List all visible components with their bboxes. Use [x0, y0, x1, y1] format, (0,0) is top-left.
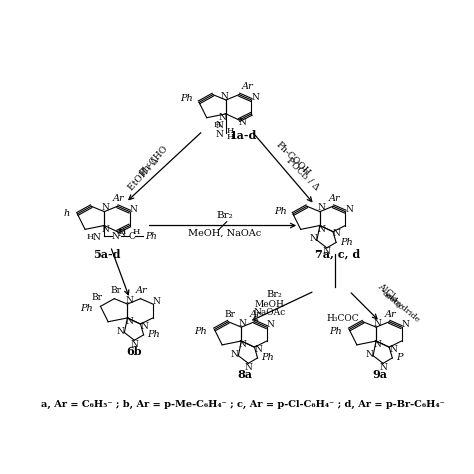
- Text: N: N: [130, 339, 138, 348]
- Text: H: H: [226, 133, 234, 141]
- Text: Ar: Ar: [329, 194, 340, 203]
- Text: POCl₃ / Δ: POCl₃ / Δ: [285, 156, 321, 192]
- Text: N: N: [239, 118, 247, 127]
- Text: N: N: [255, 345, 262, 354]
- Text: N: N: [333, 229, 341, 238]
- Text: AlCl₃: AlCl₃: [376, 282, 399, 303]
- Text: EtOH / Δ: EtOH / Δ: [127, 156, 161, 192]
- Text: N: N: [345, 205, 353, 214]
- Text: Ph-CHO: Ph-CHO: [138, 143, 170, 177]
- Text: Br₂: Br₂: [216, 211, 233, 220]
- Text: N: N: [389, 345, 397, 354]
- Text: Ph: Ph: [274, 207, 287, 216]
- Text: N: N: [102, 225, 110, 234]
- Text: N: N: [92, 233, 100, 242]
- Text: N: N: [220, 91, 228, 100]
- Text: N: N: [379, 363, 387, 372]
- Text: N: N: [102, 203, 110, 212]
- Text: N: N: [230, 350, 238, 359]
- Text: Ph: Ph: [329, 327, 341, 336]
- Text: MeOH, NaOAc: MeOH, NaOAc: [188, 229, 261, 237]
- Text: N: N: [125, 296, 133, 305]
- Text: Ar: Ar: [250, 310, 262, 319]
- Text: Ph: Ph: [80, 304, 93, 313]
- Text: N: N: [374, 319, 382, 328]
- Text: N: N: [374, 340, 382, 349]
- Text: N: N: [318, 225, 326, 234]
- Text: N: N: [153, 297, 161, 306]
- Text: Ph: Ph: [145, 232, 157, 241]
- Text: N: N: [309, 234, 317, 243]
- Text: H: H: [119, 228, 127, 236]
- Text: Ar: Ar: [385, 310, 397, 319]
- Text: anhydride: anhydride: [384, 291, 422, 325]
- Text: H: H: [213, 121, 220, 129]
- Text: NaOAc: NaOAc: [254, 308, 286, 317]
- Text: N: N: [219, 113, 227, 122]
- Text: MeOH: MeOH: [255, 301, 285, 310]
- Text: N: N: [318, 203, 326, 212]
- Text: Br: Br: [224, 310, 235, 319]
- Text: 6b: 6b: [126, 346, 141, 356]
- Text: Ph: Ph: [180, 94, 193, 103]
- Text: H: H: [87, 233, 94, 241]
- Text: 1a-d: 1a-d: [229, 130, 256, 141]
- Text: N: N: [365, 350, 373, 359]
- Text: H: H: [226, 127, 234, 135]
- Text: N: N: [401, 320, 410, 329]
- Text: h: h: [64, 210, 70, 219]
- Text: acetic: acetic: [381, 289, 405, 311]
- Text: N: N: [323, 247, 331, 256]
- Text: Ar: Ar: [241, 82, 253, 91]
- Text: N: N: [130, 205, 137, 214]
- Text: N: N: [125, 317, 133, 326]
- Text: N: N: [239, 340, 247, 349]
- Text: N: N: [251, 93, 259, 102]
- Text: 8a: 8a: [238, 369, 253, 380]
- Text: P: P: [396, 354, 402, 363]
- Text: N: N: [215, 121, 223, 130]
- Text: Ph: Ph: [261, 354, 274, 363]
- Text: 7a, c, d: 7a, c, d: [315, 248, 360, 259]
- Text: N: N: [118, 229, 125, 238]
- Text: N: N: [245, 363, 252, 372]
- Text: Br: Br: [91, 292, 102, 301]
- Text: N: N: [140, 322, 148, 331]
- Text: C: C: [128, 232, 136, 241]
- Text: Ar: Ar: [113, 194, 125, 203]
- Text: Br: Br: [110, 286, 121, 295]
- Text: N: N: [215, 130, 223, 139]
- Text: Ar: Ar: [136, 286, 148, 295]
- Text: Ph-COOH: Ph-COOH: [274, 140, 312, 177]
- Text: N: N: [239, 319, 247, 328]
- Text: 5a-d: 5a-d: [93, 248, 120, 259]
- Text: N: N: [117, 327, 125, 336]
- Text: Br₂: Br₂: [266, 290, 283, 299]
- Text: Ph: Ph: [147, 330, 160, 339]
- Text: Ph: Ph: [194, 327, 207, 336]
- Text: 9a: 9a: [373, 369, 387, 380]
- Text: H₃COC: H₃COC: [327, 314, 359, 323]
- Text: Ph: Ph: [340, 238, 353, 247]
- Text: N: N: [111, 232, 119, 241]
- Text: H: H: [132, 228, 139, 236]
- Text: a, Ar = C₆H₅⁻ ; b, Ar = p-Me-C₆H₄⁻ ; c, Ar = p-Cl-C₆H₄⁻ ; d, Ar = p-Br-C₆H₄⁻: a, Ar = C₆H₅⁻ ; b, Ar = p-Me-C₆H₄⁻ ; c, …: [41, 401, 445, 410]
- Text: N: N: [267, 320, 274, 329]
